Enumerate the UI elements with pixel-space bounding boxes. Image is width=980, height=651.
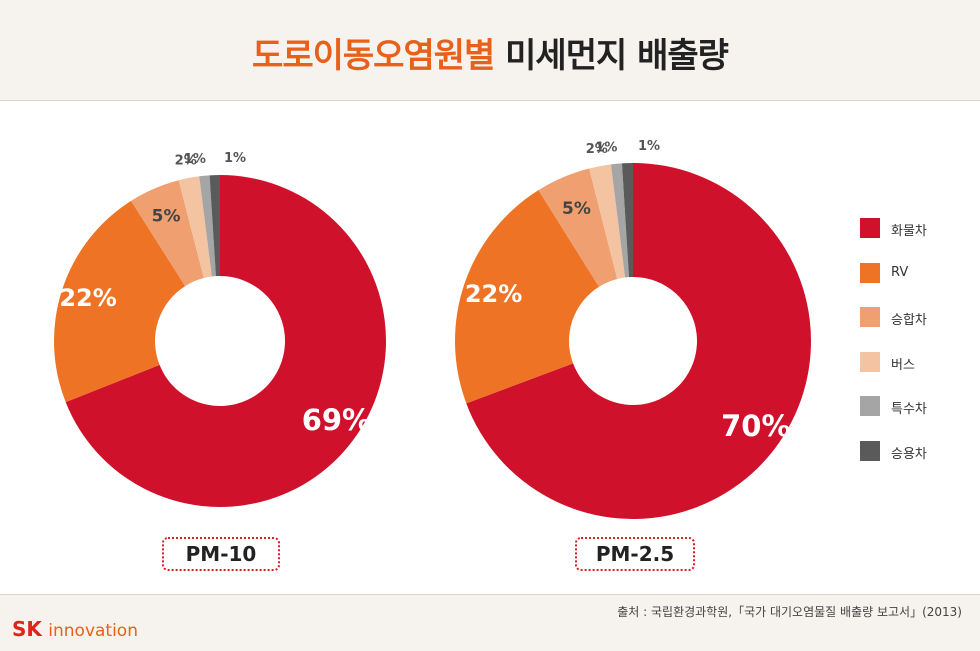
slice-0-0 <box>65 175 386 507</box>
slice-1-4 <box>610 163 630 278</box>
slice-label-1-2: 5% <box>562 199 591 219</box>
legend-label: RV <box>891 264 909 280</box>
legend-label: 승합차 <box>891 313 927 328</box>
source-note: 출처 : 국립환경과학원,「국가 대기오염물질 배출량 보고서」(2013) <box>617 605 962 619</box>
slice-0-5 <box>209 175 220 277</box>
legend-swatch <box>860 262 880 283</box>
legend-swatch <box>860 218 880 238</box>
page-title: 도로이동오염원별 미세먼지 배출량 <box>0 28 980 77</box>
slice-label-1-3: 2% <box>586 142 608 157</box>
legend-swatch <box>860 307 880 327</box>
slice-1-5 <box>621 163 633 278</box>
slice-0-4 <box>199 175 216 277</box>
slice-0-1 <box>53 200 186 403</box>
legend-swatch <box>860 440 880 461</box>
legend-label: 버스 <box>891 357 915 373</box>
slice-1-1 <box>455 190 600 404</box>
slice-label-1-0: 70% <box>721 409 790 443</box>
slice-label-0-4: 1% <box>184 152 206 167</box>
logo-innovation: innovation <box>48 621 138 641</box>
slice-0-2 <box>131 180 204 287</box>
slice-1-3 <box>589 164 626 279</box>
slice-label-0-1: 22% <box>59 284 116 312</box>
donut-1: 70%22%5%2%1% 1% <box>455 139 811 519</box>
title-accent: 도로이동오염원별 <box>252 36 495 76</box>
sk-innovation-logo: SK innovation <box>12 617 138 641</box>
footer: 출처 : 국립환경과학원,「국가 대기오염물질 배출량 보고서」(2013) S… <box>0 594 980 651</box>
pm25-label: PM-2.5 <box>575 537 695 571</box>
slice-1-0 <box>466 163 811 519</box>
slice-label-0-3: 2% <box>175 154 197 169</box>
legend-label: 승용차 <box>891 446 927 462</box>
slice-label-0-2: 5% <box>152 206 181 226</box>
pm10-label: PM-10 <box>162 537 280 571</box>
title-rest: 미세먼지 배출량 <box>505 36 729 76</box>
logo-sk: SK <box>12 617 42 641</box>
slice-label-1-1: 22% <box>465 280 522 308</box>
slice-label-0-5: 1% <box>224 151 246 166</box>
slice-label-1-5: 1% <box>638 139 660 154</box>
legend-label: 특수차 <box>891 402 927 417</box>
donut-0: 69%22%5%2%1% 1% <box>53 151 386 507</box>
slice-label-1-4: 1% <box>595 140 617 155</box>
donut-charts: 69%22%5%2%1% 1%70%22%5%2%1% 1% <box>53 139 811 519</box>
slice-0-3 <box>178 176 212 279</box>
header: 도로이동오염원별 미세먼지 배출량 <box>0 0 980 101</box>
legend-label: 화물차 <box>891 224 927 239</box>
legend-swatch <box>860 351 880 372</box>
legend-swatch <box>860 396 880 416</box>
slice-label-0-0: 69% <box>302 403 371 437</box>
slice-1-2 <box>538 168 618 287</box>
